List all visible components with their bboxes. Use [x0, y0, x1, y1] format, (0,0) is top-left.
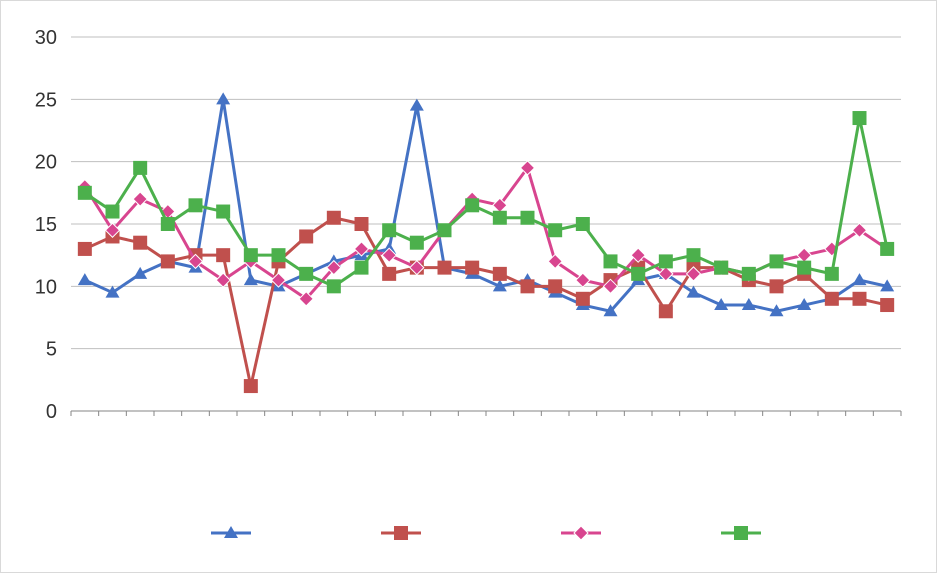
series-2-point — [437, 260, 452, 275]
series-4-point — [465, 198, 480, 213]
series-4-point — [658, 254, 673, 269]
series-1-point — [492, 279, 507, 292]
series-2-point — [658, 304, 673, 319]
series-2-point — [326, 210, 341, 225]
series-1-point — [714, 298, 729, 311]
series-1-point — [77, 273, 92, 286]
series-2-point — [133, 235, 148, 250]
y-tick-label: 15 — [35, 214, 57, 236]
series-2-point — [824, 291, 839, 306]
series-2-point — [852, 291, 867, 306]
series-3-point — [104, 222, 121, 238]
series-3-point — [658, 266, 674, 282]
series-1-line — [84, 97, 888, 313]
series-4-point — [631, 266, 646, 281]
series-2-point — [216, 248, 231, 263]
series-1-point — [880, 279, 895, 292]
y-tick-label: 0 — [46, 401, 57, 423]
series-4-point — [299, 266, 314, 281]
series-2-point — [520, 279, 535, 294]
series-1-point — [105, 285, 120, 298]
series-1-point — [852, 273, 867, 286]
series-4-point — [797, 260, 812, 275]
series-2-point — [354, 217, 369, 231]
series-1-point — [741, 298, 756, 311]
series-1-point — [216, 92, 231, 105]
series-4-point — [105, 204, 120, 219]
series-4-point — [160, 217, 175, 231]
series-4-point — [769, 254, 784, 269]
series-1-point — [243, 273, 258, 286]
series-2-point — [465, 260, 480, 275]
series-2-point — [548, 279, 563, 294]
series-3-point — [409, 259, 425, 276]
series-1-point — [133, 266, 148, 279]
series-4-point — [271, 248, 286, 263]
series-4-point — [382, 223, 397, 238]
y-tick-label: 25 — [35, 89, 57, 111]
series-4-point — [852, 111, 867, 126]
series-4-point — [409, 235, 424, 250]
series-1-point — [603, 304, 618, 317]
series-3-point — [187, 253, 204, 270]
series-4-point — [492, 210, 507, 225]
y-tick-label: 30 — [35, 27, 57, 49]
series-2-point — [492, 266, 507, 281]
series-3-point — [353, 241, 370, 257]
series-3-point — [575, 272, 591, 288]
series-2-point — [243, 379, 258, 394]
series-1-point — [769, 304, 784, 317]
series-2-point — [299, 229, 314, 244]
series-4-point — [686, 248, 701, 263]
series-4-point — [520, 210, 535, 225]
series-4-point — [548, 223, 563, 238]
series-3-point — [630, 247, 646, 263]
series-4-point — [77, 185, 92, 200]
series-3-point — [215, 272, 231, 288]
series-4-point — [133, 160, 148, 175]
series-3-point — [519, 160, 536, 176]
series-2-point — [880, 298, 895, 313]
series-4-point — [741, 266, 756, 281]
series-4-point — [575, 217, 590, 231]
y-tick-label: 10 — [35, 276, 57, 298]
series-3-point — [685, 266, 702, 282]
series-2-point — [575, 291, 590, 306]
series-3-point — [270, 272, 287, 288]
series-4-point — [880, 241, 895, 256]
legend-swatch-marker — [734, 526, 748, 540]
series-3-point — [796, 247, 812, 263]
series-4-point — [437, 223, 452, 238]
y-tick-label: 5 — [46, 339, 57, 361]
series-4-point — [188, 198, 203, 213]
series-4-point — [243, 248, 258, 263]
series-3-point — [326, 259, 342, 276]
series-1-point — [797, 298, 812, 311]
series-3-point — [298, 291, 314, 307]
series-3-point — [547, 253, 563, 270]
series-4-point — [216, 204, 231, 219]
series-4-point — [603, 254, 618, 269]
series-1-point — [686, 285, 701, 298]
series-2-line — [84, 216, 888, 388]
series-2-point — [160, 254, 175, 269]
series-4-point — [714, 260, 729, 275]
series-2-point — [769, 279, 784, 294]
series-1-point — [409, 98, 424, 111]
series-3-point — [381, 247, 397, 263]
series-4-point — [824, 266, 839, 281]
series-2-point — [77, 241, 92, 256]
series-4-point — [326, 279, 341, 294]
series-2-point — [382, 266, 397, 281]
series-3-point — [602, 278, 619, 295]
legend-swatch-marker — [394, 526, 408, 540]
legend-swatch-marker — [573, 525, 589, 541]
series-4-point — [354, 260, 369, 275]
series-3-point — [132, 191, 148, 207]
series-3-point — [851, 222, 868, 238]
legend-swatch-marker — [224, 526, 238, 538]
y-tick-label: 20 — [35, 152, 57, 174]
